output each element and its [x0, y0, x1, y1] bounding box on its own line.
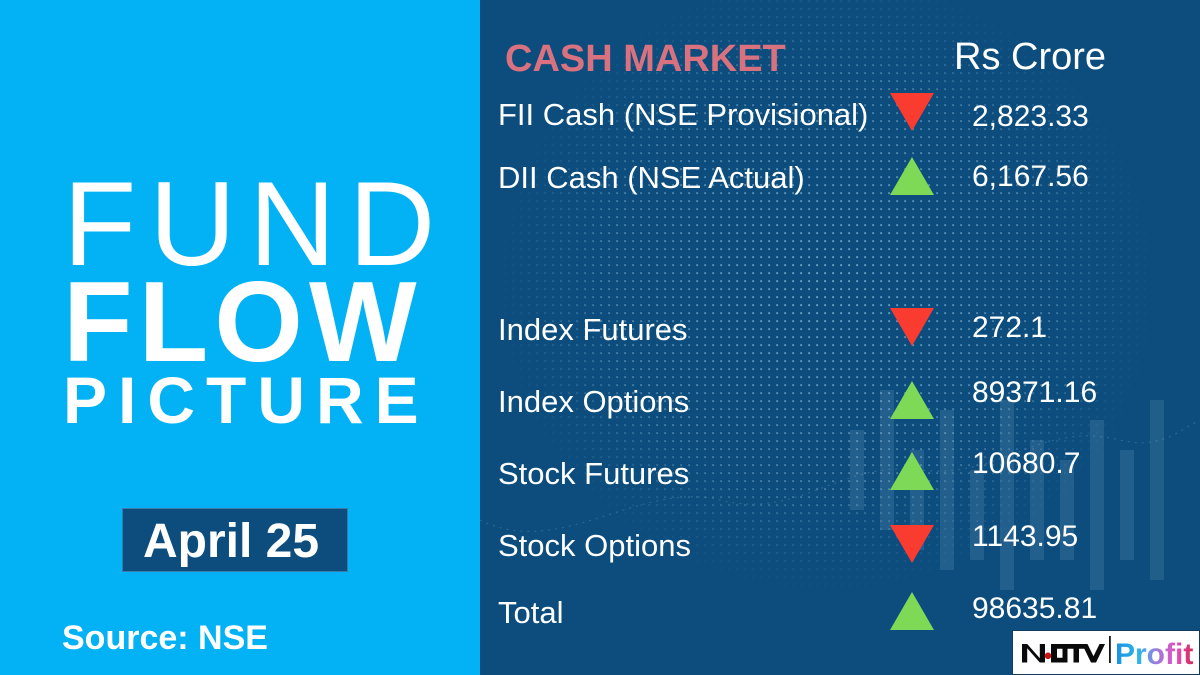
svg-text:Profit: Profit: [1115, 638, 1193, 671]
